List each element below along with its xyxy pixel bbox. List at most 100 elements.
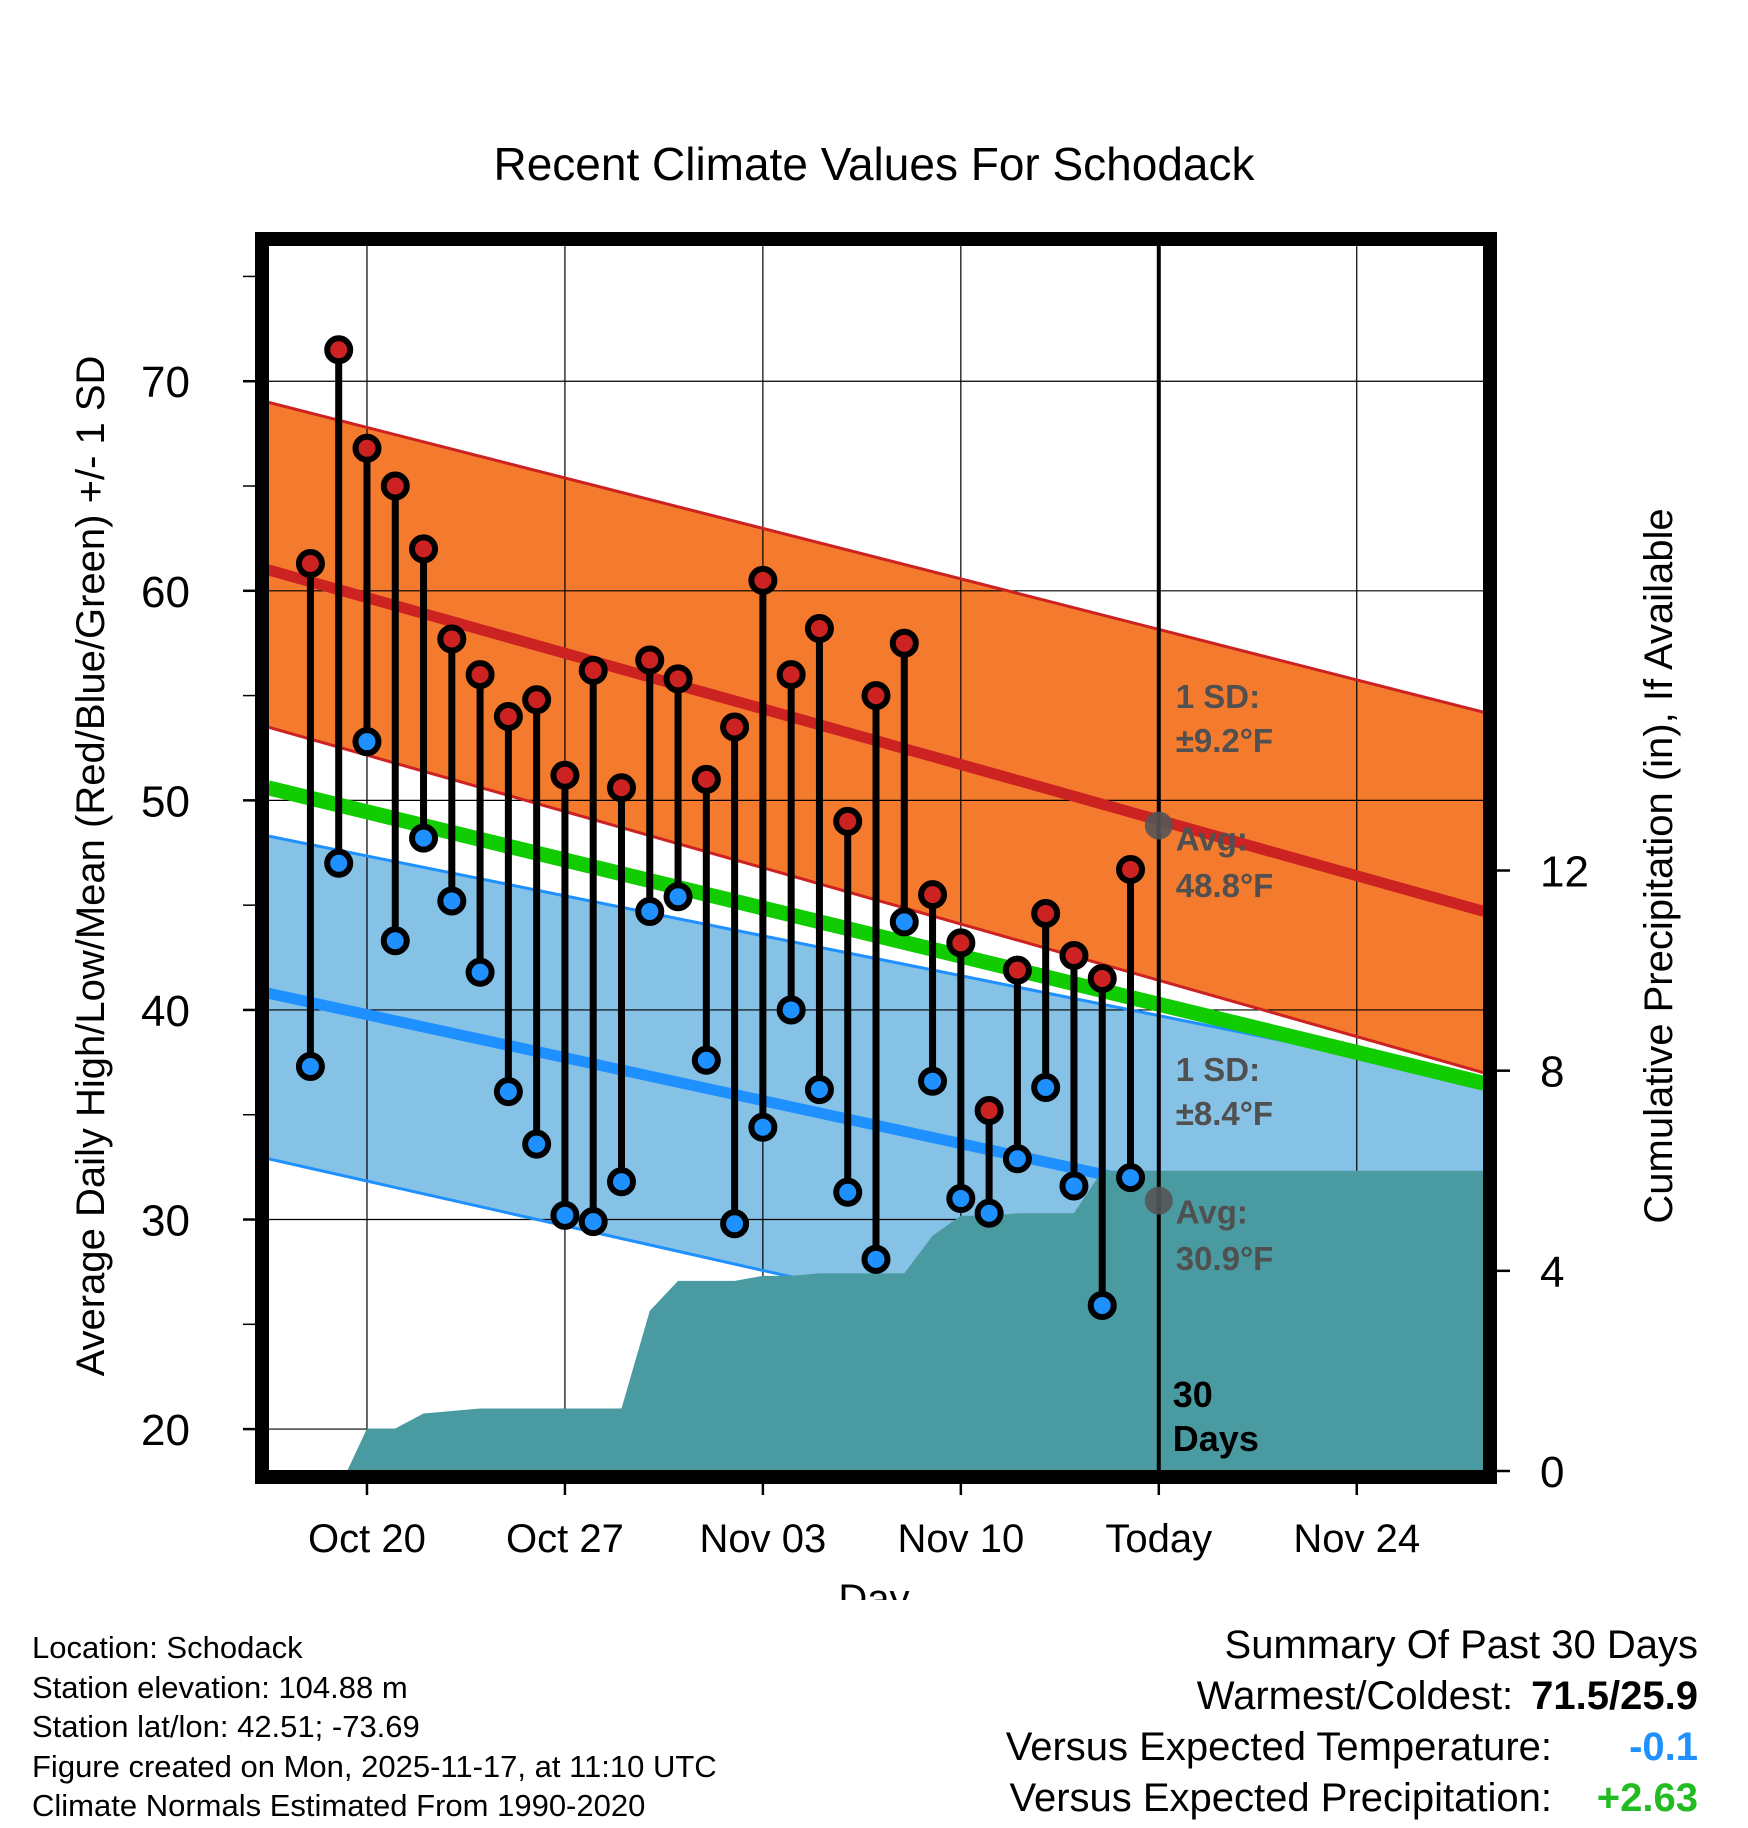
low-point-12 bbox=[635, 896, 665, 926]
plot-frame bbox=[255, 232, 1497, 1484]
y-tick-label-70: 70 bbox=[141, 358, 190, 407]
annotation-high_sd: 1 SD: bbox=[1176, 678, 1260, 715]
plot-area: 1 SD: ±9.2°F Avg: 48.8°F 1 SD: ±8.4°F Avg: 30.9… bbox=[268, 245, 1484, 1471]
high-point-9 bbox=[550, 760, 580, 790]
low-point-19 bbox=[833, 1177, 863, 1207]
location-text: Location: Schodack bbox=[32, 1630, 303, 1665]
y-tick-label-50: 50 bbox=[141, 777, 190, 826]
low-point-16 bbox=[748, 1112, 778, 1142]
annotation-low_avg_val: 30.9°F bbox=[1176, 1240, 1274, 1277]
low-point-23 bbox=[946, 1184, 976, 1214]
high-point-0 bbox=[295, 549, 325, 579]
today-avg-marker-0 bbox=[1144, 811, 1173, 840]
today-avg-marker-1 bbox=[1144, 1186, 1173, 1215]
warmest-label: Warmest/Coldest: bbox=[1196, 1674, 1514, 1718]
low-point-10 bbox=[578, 1207, 608, 1237]
y2-tick-label-12: 12 bbox=[1540, 848, 1589, 897]
precip-value: +2.63 bbox=[1596, 1776, 1698, 1820]
high-point-24 bbox=[974, 1096, 1004, 1126]
high-point-28 bbox=[1087, 964, 1117, 994]
low-point-17 bbox=[776, 995, 806, 1025]
x-tick-label-2: Nov 03 bbox=[700, 1517, 827, 1561]
y-tick-label-40: 40 bbox=[141, 987, 190, 1036]
high-point-3 bbox=[380, 471, 410, 501]
high-point-1 bbox=[324, 335, 354, 365]
high-point-5 bbox=[437, 624, 467, 654]
high-point-15 bbox=[720, 712, 750, 742]
x-tick-label-5: Nov 24 bbox=[1293, 1517, 1420, 1561]
high-point-26 bbox=[1031, 899, 1061, 929]
low-point-14 bbox=[691, 1045, 721, 1075]
low-point-20 bbox=[861, 1244, 891, 1274]
y-tick-label-60: 60 bbox=[141, 568, 190, 617]
high-point-14 bbox=[691, 764, 721, 794]
x-axis-label: Day bbox=[838, 1577, 909, 1600]
low-point-2 bbox=[352, 727, 382, 757]
x-tick-label-4: Today bbox=[1105, 1517, 1212, 1561]
temp-value: -0.1 bbox=[1629, 1725, 1698, 1769]
summary-precip-row: Versus Expected Precipitation: +2.63 bbox=[1006, 1773, 1698, 1824]
high-point-13 bbox=[663, 664, 693, 694]
climate-chart: Recent Climate Values For Schodack 1 SD: ±… bbox=[69, 138, 1681, 1600]
y-axis-label: Average Daily High/Low/Mean (Red/Blue/Gr… bbox=[69, 356, 113, 1377]
annotation-low_avg: Avg: bbox=[1176, 1194, 1248, 1231]
days-label-line-1: Days bbox=[1173, 1418, 1259, 1459]
days-label-line-0: 30 bbox=[1173, 1374, 1213, 1415]
high-point-20 bbox=[861, 681, 891, 711]
high-point-17 bbox=[776, 660, 806, 690]
created-text: Figure created on Mon, 2025-11-17, at 11… bbox=[32, 1748, 717, 1784]
low-point-1 bbox=[324, 848, 354, 878]
high-point-19 bbox=[833, 806, 863, 836]
low-point-0 bbox=[295, 1052, 325, 1082]
low-point-25 bbox=[1002, 1144, 1032, 1174]
high-point-25 bbox=[1002, 955, 1032, 985]
low-point-6 bbox=[465, 957, 495, 987]
high-point-11 bbox=[606, 773, 636, 803]
low-point-4 bbox=[409, 823, 439, 853]
low-point-11 bbox=[606, 1167, 636, 1197]
low-point-22 bbox=[918, 1066, 948, 1096]
x-tick-label-0: Oct 20 bbox=[308, 1517, 426, 1561]
annotation-high_sd_val: ±9.2°F bbox=[1176, 722, 1273, 759]
high-point-4 bbox=[409, 534, 439, 564]
y2-tick-label-8: 8 bbox=[1540, 1048, 1564, 1097]
normals-text: Climate Normals Estimated From 1990-2020 bbox=[32, 1788, 646, 1823]
temp-label: Versus Expected Temperature: bbox=[1005, 1725, 1552, 1769]
low-point-28 bbox=[1087, 1290, 1117, 1320]
high-point-12 bbox=[635, 645, 665, 675]
high-point-8 bbox=[522, 685, 552, 715]
x-tick-label-3: Nov 10 bbox=[897, 1517, 1024, 1561]
high-sd-upper-line bbox=[268, 400, 1484, 714]
warmest-value: 71.5/25.9 bbox=[1531, 1674, 1698, 1718]
latlon-text: Station lat/lon: 42.51; -73.69 bbox=[32, 1709, 420, 1744]
low-point-9 bbox=[550, 1200, 580, 1230]
high-point-23 bbox=[946, 928, 976, 958]
high-point-16 bbox=[748, 565, 778, 595]
low-point-13 bbox=[663, 882, 693, 912]
low-point-3 bbox=[380, 926, 410, 956]
high-point-21 bbox=[889, 628, 919, 658]
chart-title: Recent Climate Values For Schodack bbox=[493, 138, 1255, 190]
low-point-8 bbox=[522, 1129, 552, 1159]
elevation-text: Station elevation: 104.88 m bbox=[32, 1669, 408, 1705]
annotation-high_avg_val: 48.8°F bbox=[1176, 867, 1274, 904]
x-tick-label-1: Oct 27 bbox=[506, 1517, 624, 1561]
high-point-10 bbox=[578, 655, 608, 685]
y2-tick-label-0: 0 bbox=[1540, 1448, 1564, 1497]
y-tick-label-20: 20 bbox=[141, 1406, 190, 1455]
low-point-15 bbox=[720, 1209, 750, 1239]
y-tick-label-30: 30 bbox=[141, 1197, 190, 1246]
low-point-5 bbox=[437, 886, 467, 916]
low-point-26 bbox=[1031, 1072, 1061, 1102]
low-point-21 bbox=[889, 907, 919, 937]
annotation-low_sd: 1 SD: bbox=[1176, 1051, 1260, 1088]
station-info: Location: Schodack Station elevation: 10… bbox=[32, 1628, 717, 1826]
summary-title: Summary Of Past 30 Days bbox=[1224, 1623, 1698, 1667]
precip-area bbox=[268, 1170, 1484, 1471]
summary-warmest-row: Warmest/Coldest: 71.5/25.9 bbox=[1006, 1671, 1698, 1722]
summary-temp-row: Versus Expected Temperature: -0.1 bbox=[1006, 1722, 1698, 1773]
low-point-29 bbox=[1116, 1163, 1146, 1193]
high-point-22 bbox=[918, 880, 948, 910]
y2-axis-label: Cumulative Precipitation (in), If Availa… bbox=[1637, 508, 1681, 1223]
high-point-6 bbox=[465, 660, 495, 690]
